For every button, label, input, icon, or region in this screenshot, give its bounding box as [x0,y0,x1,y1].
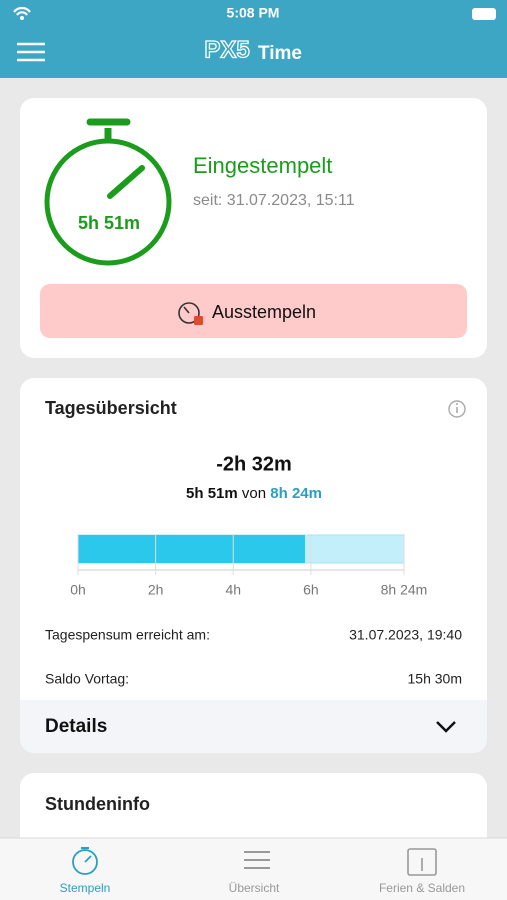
status-time: 5:08 PM [227,5,280,21]
wifi-dot [20,16,24,20]
elapsed: 5h 51m [78,213,140,233]
row-value: 31.07.2023, 19:40 [349,627,462,643]
battery-icon [472,8,496,20]
tick-label: 0h [70,582,86,598]
overview-card [20,378,487,753]
tab-stempeln[interactable]: Stempeln [60,847,111,895]
clock-out-label[interactable]: Ausstempeln [212,302,316,322]
worked: 5h 51m [186,485,238,502]
target: 8h 24m [270,485,322,502]
of: von [242,485,266,502]
status: Eingestempelt [193,153,332,178]
tick-label: 8h 24m [381,582,428,598]
stopwatch [44,118,172,266]
delta: -2h 32m [216,453,292,475]
since: seit: 31.07.2023, 15:11 [193,192,355,209]
header-title: Time [258,43,302,64]
tab-uebersicht[interactable]: Übersicht [229,851,280,895]
clock-out-button[interactable]: Ausstempeln [40,284,467,338]
tick-label: 4h [225,582,241,598]
bar-fill [78,535,306,563]
logo: PX5 [204,36,249,63]
overview-title: Tagesübersicht [45,398,177,418]
tab-label[interactable]: Stempeln [60,881,111,895]
worked-summary: 5h 51m von 8h 24m [186,485,322,502]
menu-button[interactable] [17,42,45,62]
tick-label: 2h [148,582,164,598]
tab-ferien[interactable]: Ferien & Salden [379,848,465,895]
details-label[interactable]: Details [45,716,107,737]
row-value: 15h 30m [408,671,462,687]
row-label: Tagespensum erreicht am: [45,627,210,643]
wifi-icon [13,6,31,16]
tab-label[interactable]: Ferien & Salden [379,881,465,895]
row-label: Saldo Vortag: [45,671,129,687]
header-bar [0,0,507,78]
details-row[interactable]: Details [20,700,487,753]
tab-label[interactable]: Übersicht [229,881,280,895]
hours-title: Stundeninfo [45,794,150,814]
info-icon[interactable] [448,400,466,418]
tick-label: 6h [303,582,319,598]
